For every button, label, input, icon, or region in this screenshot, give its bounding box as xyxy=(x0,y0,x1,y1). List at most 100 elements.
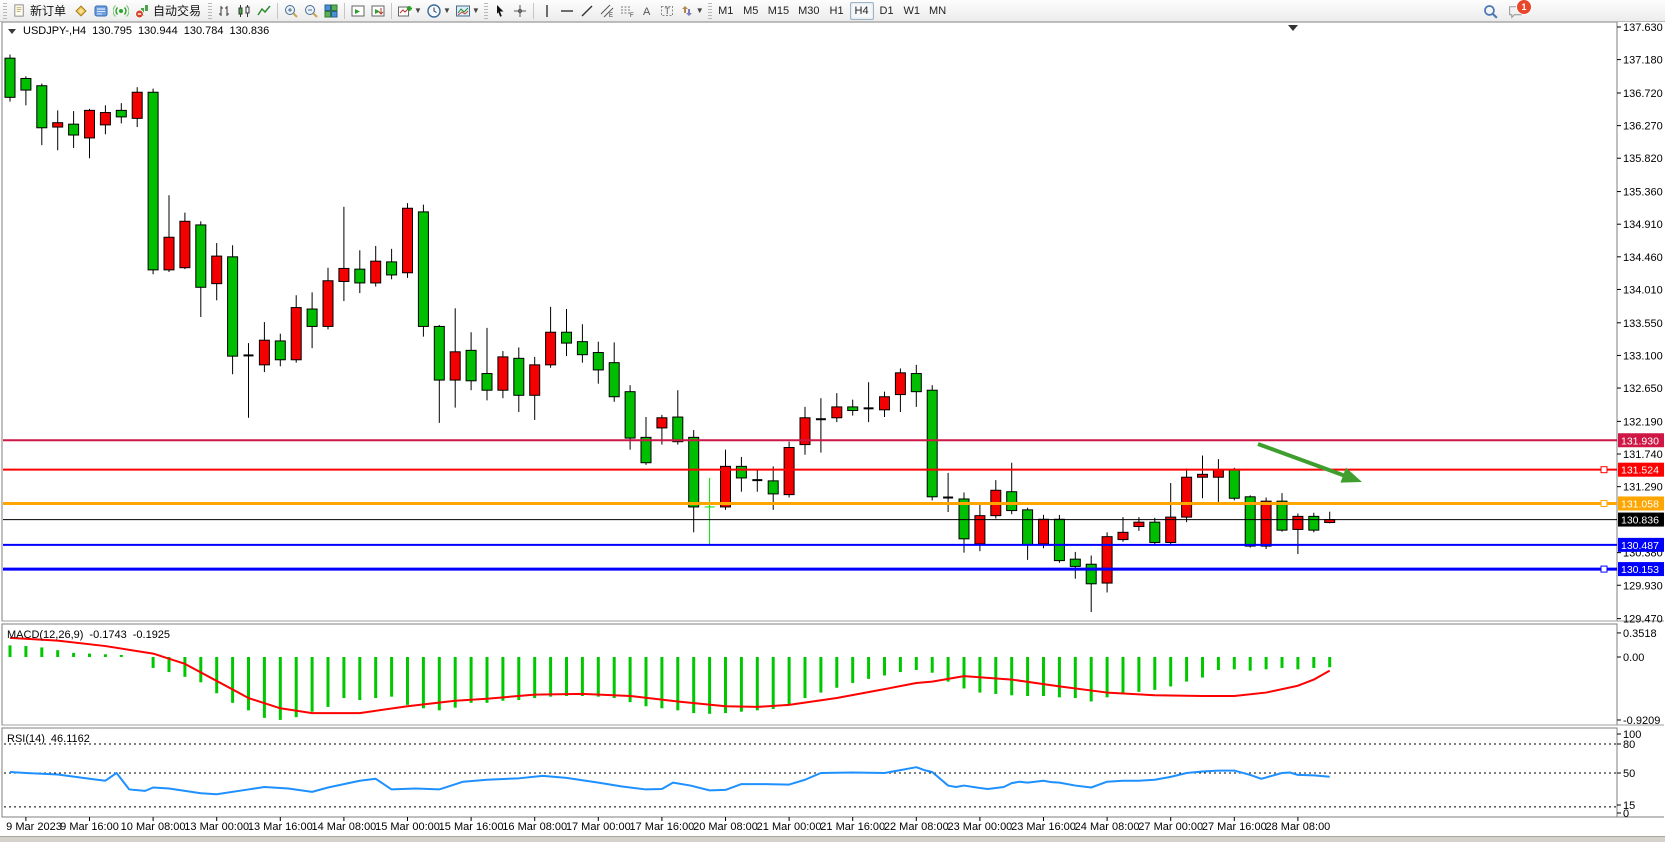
zoom-in-button[interactable] xyxy=(281,1,301,21)
time-axis-label: 27 Mar 00:00 xyxy=(1138,821,1203,833)
horizontal-line-131.930[interactable]: 131.930 xyxy=(3,433,1664,448)
svg-text:100: 100 xyxy=(1623,729,1641,741)
period-clock-button[interactable]: ▼ xyxy=(424,1,453,21)
timeframe-button-M15[interactable]: M15 xyxy=(767,4,790,17)
gold-diamond-icon xyxy=(75,4,87,17)
toolbar-grip[interactable] xyxy=(208,2,213,19)
tile-windows-icon xyxy=(324,4,338,17)
add-indicator-icon xyxy=(398,5,413,16)
text-icon: A xyxy=(643,6,651,18)
svg-text:130.487: 130.487 xyxy=(1621,540,1659,552)
time-axis-label: 9 Mar 16:00 xyxy=(60,821,119,833)
channel-icon: E xyxy=(600,4,614,19)
svg-text:50: 50 xyxy=(1623,768,1635,780)
chart-shift-marker[interactable] xyxy=(1288,25,1298,31)
price-tag xyxy=(1618,537,1664,552)
timeframe-button-M5[interactable]: M5 xyxy=(743,4,759,17)
arrows-button[interactable]: ▼ xyxy=(677,1,706,21)
vertical-line-button[interactable] xyxy=(537,1,557,21)
line-chart-type-button[interactable] xyxy=(254,1,274,21)
market-window-icon xyxy=(94,5,108,16)
text-label-button[interactable]: T xyxy=(657,1,677,21)
horizontal-line-131.524[interactable]: 131.524 xyxy=(3,462,1664,477)
chevron-down-icon: ▼ xyxy=(695,6,704,15)
tile-windows-button[interactable] xyxy=(321,1,341,21)
bar-chart-type-button[interactable] xyxy=(214,1,234,21)
time-axis-label: 23 Mar 16:00 xyxy=(1011,821,1076,833)
new-order-button[interactable]: 新订单 xyxy=(9,1,71,21)
crosshair-button[interactable] xyxy=(510,1,530,21)
collapse-triangle-icon[interactable] xyxy=(8,28,16,34)
search-button[interactable] xyxy=(1480,1,1501,21)
horizontal-line-131.058[interactable]: 131.058 xyxy=(3,496,1664,511)
toolbar-grip[interactable] xyxy=(707,2,712,19)
auto-trading-button[interactable]: 自动交易 xyxy=(131,1,206,21)
line-handle[interactable] xyxy=(1600,565,1608,573)
svg-text:0.3518: 0.3518 xyxy=(1623,628,1657,640)
text-button[interactable]: A xyxy=(637,1,657,21)
timeframe-button-H4[interactable]: H4 xyxy=(849,1,874,20)
zoom-out-button[interactable] xyxy=(301,1,321,21)
fibonacci-button[interactable]: F xyxy=(617,1,637,21)
svg-text:132.650: 132.650 xyxy=(1623,383,1663,395)
svg-text:133.550: 133.550 xyxy=(1623,318,1663,330)
indicator-pane-alt-icon xyxy=(371,5,385,16)
symbol-period: USDJPY-,H4 xyxy=(23,25,87,37)
horizontal-line-130.836[interactable]: 130.836 xyxy=(3,512,1664,527)
time-axis-label: 23 Mar 00:00 xyxy=(947,821,1012,833)
timeframe-group: M1 M5 M15 M30 H1 H4 D1 W1 MN xyxy=(714,1,950,20)
chart-template-button[interactable]: ▼ xyxy=(453,1,482,21)
horizontal-line-130.487[interactable]: 130.487 xyxy=(3,537,1664,552)
main-toolbar: 新订单 自动交易 ▼ ▼ xyxy=(0,0,1665,22)
chevron-down-icon: ▼ xyxy=(471,6,480,15)
status-strip xyxy=(0,836,1665,842)
timeframe-button-D1[interactable]: D1 xyxy=(879,4,894,17)
candlesticks xyxy=(4,54,1336,613)
text-label-icon: T xyxy=(660,5,673,16)
toolbar-grip[interactable] xyxy=(483,2,488,19)
indicator-pane-button[interactable] xyxy=(348,1,368,21)
time-axis-label: 28 Mar 08:00 xyxy=(1265,821,1330,833)
svg-text:137.180: 137.180 xyxy=(1623,55,1663,67)
horizontal-line-button[interactable] xyxy=(557,1,577,21)
horizontal-line-130.153[interactable]: 130.153 xyxy=(3,562,1664,577)
signal-button[interactable] xyxy=(111,1,131,21)
timeframe-button-M30[interactable]: M30 xyxy=(798,4,820,17)
trendline-button[interactable] xyxy=(577,1,597,21)
arrows-icon xyxy=(681,5,692,16)
svg-text:135.360: 135.360 xyxy=(1623,187,1663,199)
line-handle[interactable] xyxy=(1600,499,1608,507)
timeframe-button-H1[interactable]: H1 xyxy=(829,4,844,17)
svg-text:131.524: 131.524 xyxy=(1621,465,1659,477)
equidistant-channel-button[interactable]: E xyxy=(597,1,617,21)
trend-arrow[interactable] xyxy=(1257,442,1362,483)
svg-text:130.153: 130.153 xyxy=(1621,564,1659,576)
toolbar-grip[interactable] xyxy=(3,2,7,19)
time-axis-label: 10 Mar 08:00 xyxy=(121,821,186,833)
line-handle[interactable] xyxy=(1600,466,1608,474)
notification-badge[interactable]: 1 xyxy=(1516,0,1532,15)
time-axis-label: 17 Mar 16:00 xyxy=(629,821,694,833)
add-indicator-button[interactable]: ▼ xyxy=(395,1,424,21)
timeframe-button-M1[interactable]: M1 xyxy=(718,4,734,17)
time-axis-label: 20 Mar 08:00 xyxy=(693,821,758,833)
toolbar-right-cluster: 1 xyxy=(1480,0,1532,21)
timeframe-button-MN[interactable]: MN xyxy=(929,4,947,17)
zoom-out-icon xyxy=(305,4,318,18)
time-axis-label: 13 Mar 00:00 xyxy=(184,821,249,833)
open-value: 130.795 xyxy=(92,25,132,37)
toolbar-separator xyxy=(391,2,393,19)
svg-text:130.836: 130.836 xyxy=(1621,515,1659,527)
market-window-button[interactable] xyxy=(91,1,111,21)
indicator-pane-alt-button[interactable] xyxy=(368,1,388,21)
time-axis-label: 15 Mar 00:00 xyxy=(375,821,440,833)
candlestick-chart-type-button[interactable] xyxy=(234,1,254,21)
gold-diamond-button[interactable] xyxy=(71,1,91,21)
notifications-button[interactable]: 1 xyxy=(1505,0,1532,21)
macd-signal-line xyxy=(9,636,1331,715)
svg-text:F: F xyxy=(630,13,634,19)
timeframe-button-W1[interactable]: W1 xyxy=(903,4,921,17)
cursor-button[interactable] xyxy=(490,1,510,21)
crosshair-icon xyxy=(513,4,526,17)
